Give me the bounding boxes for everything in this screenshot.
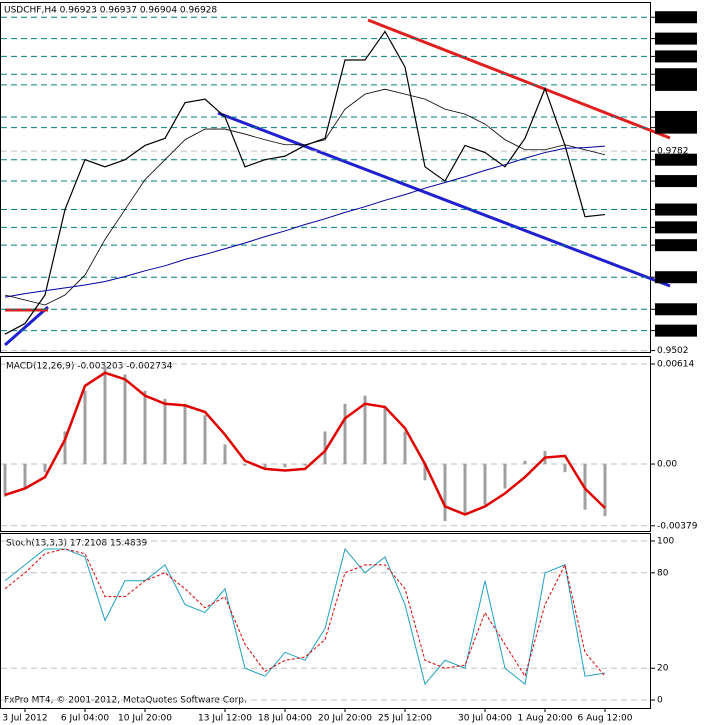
y-tick-label: 0.9815 (657, 123, 689, 133)
y-tick-label: 0.9830 (657, 112, 689, 122)
y-tick-label: 0.9770 (657, 155, 689, 165)
y-tick-label: 0.9530 (657, 326, 689, 336)
x-tick-label: 10 Jul 20:00 (118, 714, 172, 724)
y-tick-label: 0.9502 (657, 346, 689, 356)
label-box (655, 221, 697, 234)
y-tick-label: 0.9940 (657, 34, 689, 44)
x-tick-label: 13 Jul 12:00 (198, 714, 252, 724)
label-box (655, 121, 697, 134)
header: USDCHF,H4 0.96923 0.96937 0.96904 0.9692… (4, 6, 217, 16)
y-tick-label: -0.00379 (657, 521, 698, 531)
y-tick-label: 0.9915 (657, 52, 689, 62)
y-tick-label: 0.9740 (657, 177, 689, 187)
x-tick-label: 6 Jul 04:00 (61, 714, 110, 724)
series-line (4, 88, 606, 306)
x-tick-label: 30 Jul 04:00 (458, 714, 512, 724)
trend-line (217, 111, 671, 288)
y-tick-label: 0.9675 (657, 223, 689, 233)
series-line (4, 371, 606, 516)
label-box (655, 32, 697, 45)
price-panel (0, 2, 651, 353)
series-line (4, 145, 606, 298)
y-tick-label: 0 (657, 696, 663, 706)
label-box (655, 324, 697, 337)
trend-line (4, 305, 49, 347)
y-tick-label: 0.9700 (657, 205, 689, 215)
label-box (655, 203, 697, 216)
y-tick-label: 80 (657, 568, 669, 578)
series-line (4, 30, 606, 335)
label-box (655, 303, 697, 316)
y-tick-label: 0.00 (657, 460, 677, 470)
y-tick-label: 0.9782 (657, 147, 689, 157)
label-box (655, 175, 697, 188)
x-tick-label: 25 Jul 12:00 (378, 714, 432, 724)
y-tick-label: 100 (657, 536, 674, 546)
stoch-panel (0, 533, 651, 709)
x-tick-label: 3 Jul 2012 (2, 714, 47, 724)
label-box (655, 110, 697, 123)
series-line (4, 548, 606, 678)
y-tick-label: 20 (657, 664, 669, 674)
y-tick-label: 0.9890 (657, 70, 689, 80)
y-tick-label: 0.9970 (657, 13, 689, 23)
x-tick-label: 6 Aug 12:00 (578, 714, 633, 724)
y-tick-label: 0.9875 (657, 80, 689, 90)
label-box (655, 239, 697, 252)
y-tick-label: 0.9650 (657, 241, 689, 251)
label-box (655, 78, 697, 91)
macd-title: MACD(12,26,9) -0.003203 -0.002734 (6, 362, 173, 372)
x-tick-label: 18 Jul 04:00 (258, 714, 312, 724)
stoch-title: Stoch(13,3,3) 17.2108 15.4839 (6, 539, 147, 549)
trend-line (367, 18, 671, 140)
y-tick-label: 0.9560 (657, 305, 689, 315)
label-box (655, 50, 697, 63)
series-line (4, 547, 606, 686)
macd-panel (0, 356, 651, 532)
label-box (655, 271, 697, 284)
label-box (655, 68, 697, 81)
y-tick-label: 0.9605 (657, 273, 689, 283)
x-tick-label: 1 Aug 20:00 (518, 714, 573, 724)
label-box (655, 11, 697, 24)
y-tick-label: 0.00614 (657, 360, 694, 370)
label-box (655, 153, 697, 166)
x-tick-label: 20 Jul 20:00 (318, 714, 372, 724)
